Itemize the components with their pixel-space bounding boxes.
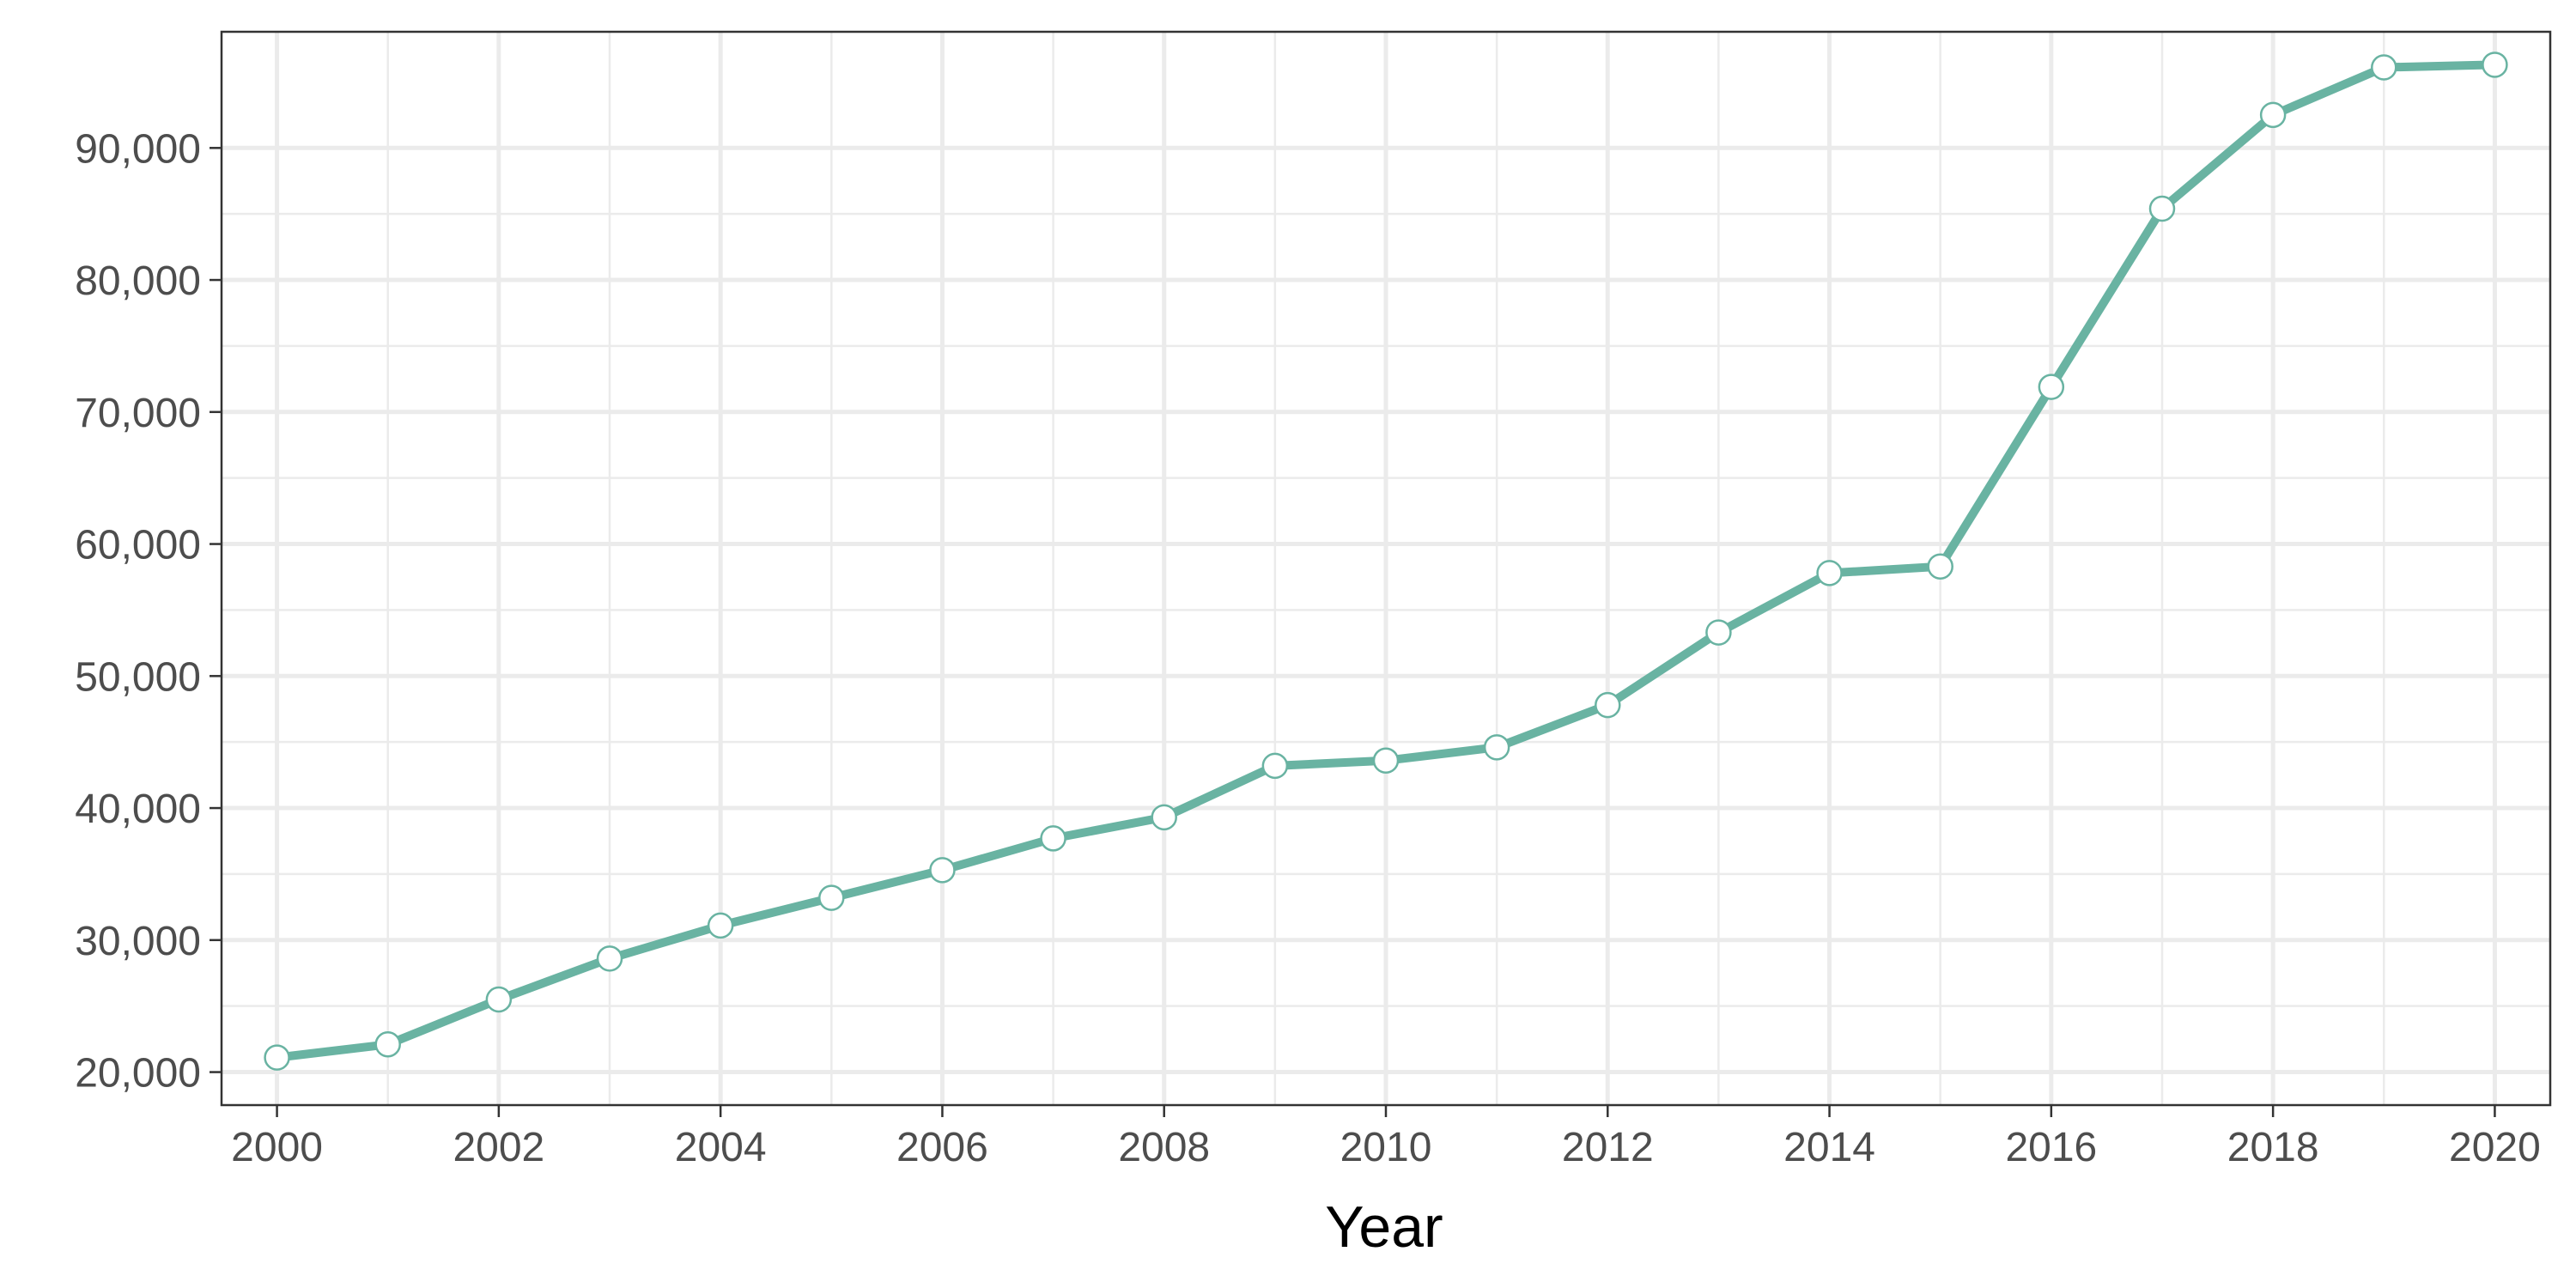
y-axis-ticks: 20,000 30,000 40,000 50,000 60,000 70,000 80,0…: [75, 126, 222, 1097]
y-tick-label: 40,000: [75, 787, 201, 832]
x-tick-label: 2010: [1340, 1125, 1432, 1170]
y-tick-label: 50,000: [75, 654, 201, 700]
data-point: [2038, 374, 2065, 400]
x-tick-label: 2004: [675, 1125, 767, 1170]
data-point: [707, 912, 734, 939]
x-tick-label: 2008: [1118, 1125, 1210, 1170]
data-point: [485, 986, 513, 1013]
x-axis-ticks: 2000 2002 2004 2006 2008 2010 2012 2014 2016 2018…: [231, 1105, 2541, 1170]
data-point: [2482, 52, 2508, 78]
data-point: [2371, 54, 2397, 81]
data-point: [1372, 747, 1400, 774]
data-point: [1927, 553, 1953, 580]
data-point: [929, 857, 956, 884]
data-point: [1261, 752, 1289, 780]
data-point: [2148, 195, 2176, 222]
series-layer: [264, 52, 2508, 1071]
data-point: [1151, 804, 1177, 831]
data-point: [1705, 619, 1732, 646]
data-point: [818, 884, 845, 911]
data-point: [596, 945, 623, 972]
x-tick-label: 2018: [2227, 1125, 2319, 1170]
data-point: [1816, 560, 1843, 586]
x-tick-label: 2020: [2449, 1125, 2541, 1170]
data-point: [1040, 825, 1066, 852]
y-tick-label: 80,000: [75, 258, 201, 304]
x-axis-title: Year: [1325, 1194, 1443, 1260]
x-tick-label: 2016: [2005, 1125, 2097, 1170]
data-point: [1595, 691, 1621, 719]
y-tick-label: 70,000: [75, 391, 201, 436]
x-tick-label: 2000: [231, 1125, 323, 1170]
data-point: [2259, 101, 2287, 129]
y-tick-label: 90,000: [75, 126, 201, 172]
data-point: [1483, 734, 1510, 761]
x-tick-label: 2012: [1562, 1125, 1654, 1170]
y-tick-label: 20,000: [75, 1051, 201, 1097]
y-tick-label: 60,000: [75, 523, 201, 568]
x-tick-label: 2002: [453, 1125, 544, 1170]
y-tick-label: 30,000: [75, 919, 201, 964]
x-tick-label: 2006: [896, 1125, 988, 1170]
x-tick-label: 2014: [1783, 1125, 1875, 1170]
data-point: [264, 1044, 290, 1071]
data-point: [374, 1031, 401, 1058]
